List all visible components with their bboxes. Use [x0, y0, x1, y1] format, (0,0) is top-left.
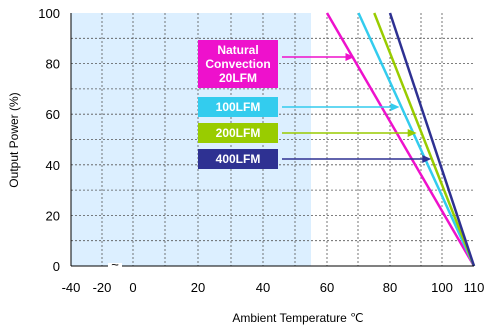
y-tick-label: 60 [46, 107, 60, 122]
x-tick-label: 20 [191, 280, 205, 295]
x-axis-title: Ambient Temperature ℃ [232, 311, 363, 325]
y-tick-label: 100 [38, 6, 60, 21]
y-tick-label: 20 [46, 208, 60, 223]
x-tick-label: -40 [62, 280, 81, 295]
x-tick-label: 80 [383, 280, 397, 295]
axis-break-gap [108, 263, 122, 269]
x-tick-label: -20 [93, 280, 112, 295]
legend-arrowhead [390, 103, 400, 111]
legend-entry: 100LFM [198, 97, 400, 117]
legend-label: Convection [205, 57, 270, 71]
series-line [373, 12, 476, 267]
x-tick-label: 110 [464, 280, 485, 295]
axis-break-symbol: ~ [111, 257, 119, 272]
series-line [325, 12, 476, 267]
tick-labels: -40 -20 0 20 40 60 80 100 110 0 20 40 60 80 100 [38, 6, 484, 295]
series-lines [325, 12, 476, 267]
legend-entry: 400LFM [198, 149, 432, 169]
legend-swatch [198, 149, 278, 169]
legend-swatch [198, 40, 278, 88]
y-tick-label: 0 [53, 259, 60, 274]
legend-arrowhead [407, 129, 417, 137]
legend-label: 20LFM [219, 71, 257, 85]
legend-label: 100LFM [216, 100, 261, 114]
x-tick-label: 100 [431, 280, 453, 295]
series-line [388, 12, 476, 267]
y-tick-label: 80 [46, 57, 60, 72]
x-tick-label: 60 [320, 280, 334, 295]
legend-entry: 200LFM [198, 123, 417, 143]
y-axis-title: Output Power (%) [7, 92, 21, 187]
legend-swatch [198, 123, 278, 143]
legend-arrowhead [422, 155, 432, 163]
x-tick-label: 0 [129, 280, 136, 295]
y-tick-label: 40 [46, 158, 60, 173]
series-line [357, 12, 476, 267]
legend-label: 400LFM [216, 152, 261, 166]
x-tick-label: 40 [256, 280, 270, 295]
legend-swatch [198, 97, 278, 117]
legend-label: 200LFM [216, 126, 261, 140]
axes: ~ [70, 13, 474, 272]
legend-label: Natural [217, 43, 258, 57]
legend-arrowhead [345, 53, 355, 61]
